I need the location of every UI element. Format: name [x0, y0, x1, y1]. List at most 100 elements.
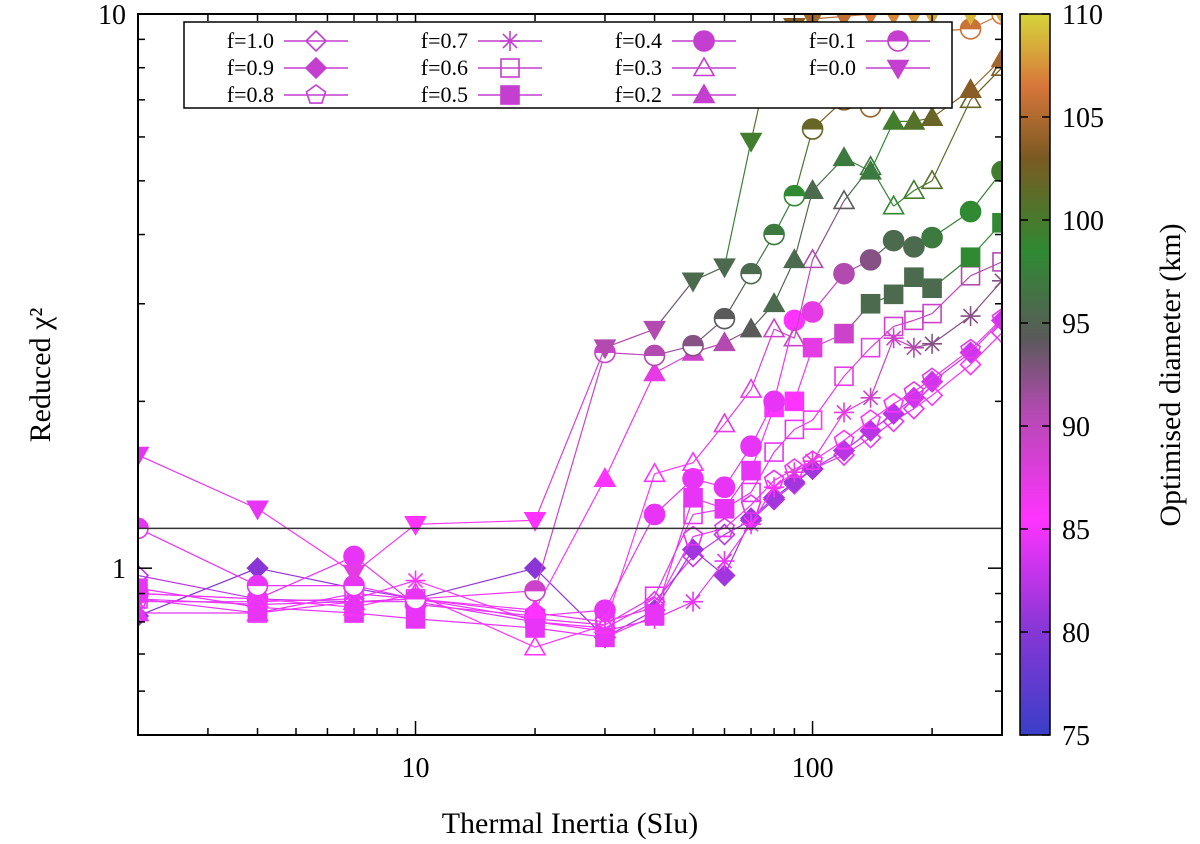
series-segment — [750, 407, 775, 471]
legend-marker — [305, 84, 327, 104]
legend-marker — [693, 30, 715, 52]
data-point — [784, 391, 805, 412]
data-point — [801, 301, 824, 323]
series-f-0-2 — [138, 47, 1002, 622]
data-point — [860, 409, 882, 430]
series-segment — [692, 527, 725, 538]
data-point — [801, 179, 824, 199]
data-point — [404, 515, 427, 536]
data-point — [405, 570, 426, 591]
series-segment — [257, 555, 355, 600]
legend-label: f=0.8 — [227, 82, 274, 107]
data-point — [343, 545, 365, 568]
data-point — [902, 109, 926, 130]
data-point — [741, 460, 761, 481]
series-segment — [724, 504, 752, 529]
colorbar-tick-label: 100 — [1062, 206, 1104, 237]
legend-item: f=0.5 — [421, 82, 542, 107]
series-segment — [138, 592, 258, 600]
data-point — [920, 384, 944, 407]
data-point — [593, 339, 617, 360]
data-point — [834, 366, 854, 387]
data-point — [763, 390, 785, 413]
data-point — [593, 613, 617, 634]
colorbar-tick-label: 110 — [1062, 0, 1103, 31]
data-point — [801, 248, 824, 269]
data-point — [834, 323, 854, 344]
series-segment — [843, 347, 872, 377]
legend-label: f=0.2 — [615, 82, 662, 107]
series-segment — [793, 259, 814, 339]
data-point — [524, 580, 546, 602]
data-point — [643, 462, 666, 483]
data-point — [783, 326, 806, 347]
legend-item: f=0.9 — [227, 55, 348, 80]
data-point — [683, 487, 703, 508]
data-point — [903, 380, 925, 401]
x-tick-label: 100 — [792, 753, 834, 784]
series-segment — [773, 328, 795, 339]
series-segment — [415, 592, 536, 648]
data-point — [990, 309, 1002, 332]
data-point — [922, 333, 943, 354]
series-segment — [534, 347, 606, 521]
data-point — [683, 591, 704, 612]
data-point — [342, 590, 366, 610]
data-point — [959, 200, 982, 223]
data-point — [991, 160, 1002, 183]
series-f-0-3 — [138, 56, 1002, 656]
data-point — [882, 229, 905, 252]
data-point — [882, 109, 905, 130]
data-point — [992, 252, 1002, 272]
series-segment — [534, 567, 606, 638]
data-point — [593, 467, 617, 488]
series-segment — [654, 549, 694, 611]
data-point — [741, 514, 762, 535]
data-point — [833, 429, 855, 450]
legend-marker — [304, 56, 328, 80]
legend-item: f=0.8 — [227, 82, 348, 107]
data-point — [741, 482, 761, 503]
legend-label: f=0.9 — [227, 55, 274, 80]
series-segment — [138, 574, 258, 600]
data-point — [713, 564, 736, 587]
data-point — [883, 328, 904, 349]
legend-label: f=0.0 — [809, 55, 856, 80]
legend-marker — [692, 83, 716, 104]
legend-item: f=0.1 — [809, 28, 930, 53]
series-segment — [534, 618, 606, 626]
series-segment — [931, 99, 972, 182]
legend-label: f=1.0 — [227, 28, 274, 53]
data-point — [740, 435, 762, 457]
colorbar-tick-label: 105 — [1062, 103, 1104, 134]
series-segment — [692, 560, 725, 603]
data-point — [682, 334, 704, 357]
colorbar-tick-label: 75 — [1062, 721, 1090, 752]
y-tick-label: 10 — [98, 0, 126, 31]
data-point — [990, 321, 1002, 344]
data-point — [883, 316, 904, 337]
data-point — [959, 353, 982, 376]
data-point — [643, 320, 666, 341]
data-point — [138, 601, 150, 622]
series-segment — [534, 352, 606, 592]
series-segment — [870, 403, 894, 421]
data-point — [834, 402, 855, 423]
legend-label: f=0.5 — [421, 82, 468, 107]
series-segment — [750, 486, 775, 525]
data-point — [764, 442, 784, 462]
series-segment — [931, 315, 971, 345]
plot-frame — [137, 13, 1003, 736]
series-segment — [534, 478, 606, 611]
data-point — [863, 14, 878, 26]
series-segment — [970, 318, 1002, 351]
data-point — [903, 337, 924, 358]
legend-item: f=1.0 — [227, 28, 348, 53]
legend-label: f=0.7 — [421, 28, 468, 53]
series-segment — [353, 579, 416, 600]
legend-marker — [304, 29, 328, 53]
data-point — [832, 146, 856, 167]
legend-item: f=0.6 — [421, 55, 542, 80]
